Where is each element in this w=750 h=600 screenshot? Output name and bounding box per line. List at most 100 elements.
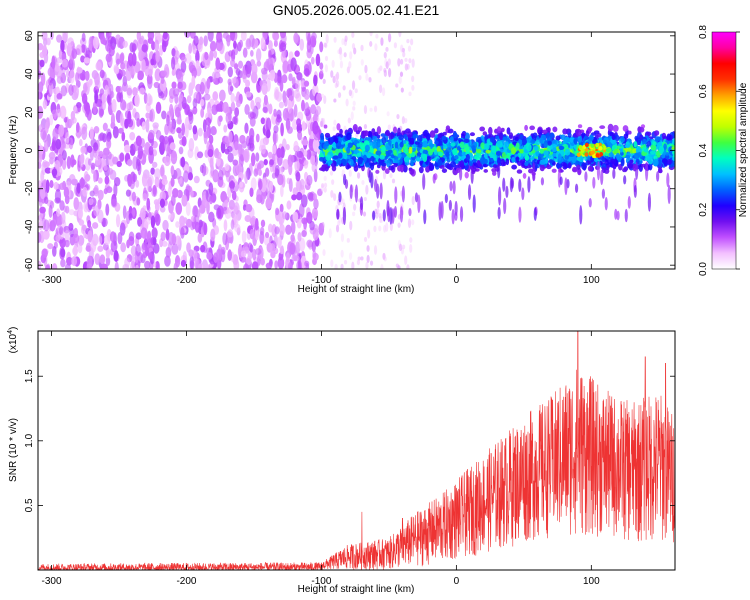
spectrogram-cell	[80, 177, 85, 189]
spectrogram-cell	[408, 58, 412, 64]
spectrogram-cell	[77, 243, 83, 254]
spectrogram-cell	[393, 149, 397, 156]
spectrogram-cell	[610, 158, 617, 164]
spectrogram-cell	[347, 134, 352, 139]
spectrogram-cell	[450, 161, 456, 168]
spectrogram-cell	[363, 124, 368, 130]
spectrogram-cell	[230, 49, 236, 62]
spectrogram-cell	[48, 151, 56, 160]
spectrogram-cell	[93, 125, 100, 134]
spectrogram-cell	[211, 71, 217, 83]
spectrogram-cell	[198, 219, 203, 228]
spectrogram-cell	[666, 172, 670, 188]
spectrogram-cell	[176, 70, 184, 85]
spectrogram-cell	[348, 169, 352, 177]
spectrogram-cell	[296, 218, 302, 229]
spectrogram-cell	[46, 263, 51, 269]
spectrogram-cell	[92, 222, 99, 229]
spectrogram-cell	[228, 131, 233, 144]
spectrogram-cell	[293, 255, 300, 262]
spectrogram-cell	[73, 227, 79, 238]
spectrogram-cell	[306, 149, 312, 160]
spectrogram-cell	[342, 85, 346, 91]
spectrogram-cell	[443, 144, 448, 150]
spectrogram-cell	[195, 259, 202, 269]
spectrogram-cell	[274, 226, 280, 235]
spectrogram-cell	[567, 162, 572, 169]
spectrogram-cell	[268, 50, 272, 60]
spectrogram-cell	[77, 105, 82, 113]
spectrogram-cell	[652, 141, 657, 146]
spectrogram-cell	[138, 37, 144, 45]
spectrogram-cell	[102, 122, 108, 132]
spectrogram-cell	[247, 111, 255, 120]
spectrogram-cell	[120, 99, 127, 111]
spectrogram-cell	[180, 156, 186, 168]
spectrogram-cell	[390, 138, 397, 144]
spectrogram-cell	[387, 124, 391, 130]
spectrogram-cell	[450, 156, 455, 162]
spectrogram-cell	[444, 193, 448, 204]
spectrogram-cell	[387, 58, 391, 66]
spectrogram-cell	[370, 147, 374, 154]
colorbar-tick-label: 0.2	[698, 202, 709, 216]
spectrogram-cell	[51, 168, 58, 177]
spectrogram-cell	[247, 142, 252, 151]
spectrogram-cell	[99, 108, 105, 117]
spectrogram-cell	[556, 162, 563, 169]
spectrogram-cell	[374, 43, 378, 51]
spectrogram-cell	[145, 119, 150, 133]
spectrogram-cell	[275, 91, 283, 102]
spectrogram-cell	[338, 191, 342, 203]
spectrogram-cell	[218, 89, 226, 102]
spectrogram-cell	[340, 249, 344, 258]
spectrogram-cell	[577, 169, 582, 174]
spectrogram-cell	[343, 173, 347, 186]
spectrogram-cell	[148, 109, 154, 122]
spectrogram-cell	[409, 243, 413, 253]
spectrogram-cell	[218, 169, 224, 181]
spectrogram-cell	[524, 124, 528, 131]
spectrogram-cell	[203, 222, 208, 236]
spectrogram-cell	[519, 134, 524, 140]
spectrogram-cell	[559, 176, 563, 186]
spectrogram-cell	[511, 156, 516, 163]
spectrogram-cell	[99, 69, 105, 79]
spectrogram-cell	[403, 134, 408, 139]
spectrogram-cell	[262, 106, 268, 113]
spectrogram-cell	[298, 203, 305, 218]
spectrogram-cell	[141, 173, 148, 187]
spectrogram-cell	[105, 203, 110, 216]
spectrogram-cell	[572, 166, 578, 172]
spectrogram-cell	[336, 208, 340, 220]
spectrogram-cell	[259, 226, 265, 236]
spectrogram-cell	[469, 132, 476, 137]
spectrogram-cell	[433, 149, 438, 156]
spectrogram-cell	[442, 131, 447, 136]
spectrogram-cell	[224, 199, 229, 207]
spectrogram-cell	[254, 227, 260, 241]
spectrogram-cell	[239, 39, 244, 48]
spectrogram-cell	[407, 218, 412, 229]
spectrogram-cell	[436, 145, 441, 152]
spectrogram-cell	[335, 224, 340, 233]
spectrogram-cell	[352, 106, 356, 111]
spectrogram-cell	[409, 237, 413, 243]
spectrogram-cell	[412, 134, 419, 139]
spectrogram-cell	[310, 155, 316, 165]
spectrogram-cell	[268, 103, 273, 115]
spectrogram-cell	[213, 50, 218, 59]
spectrogram-cell	[62, 149, 67, 161]
spectrogram-cell	[406, 38, 410, 44]
spectrogram-cell	[372, 210, 376, 221]
spectrogram-cell	[39, 206, 46, 214]
spectrogram-cell	[533, 207, 537, 221]
spectrogram-cell	[167, 135, 174, 143]
spectrogram-cell	[365, 73, 369, 81]
spectrogram-cell	[112, 156, 119, 165]
spectrogram-cell	[140, 227, 148, 239]
spectrogram-cell	[452, 148, 458, 156]
spectrogram-cell	[181, 56, 187, 63]
spectrogram-cell	[368, 169, 372, 183]
spectrogram-cell	[125, 189, 132, 197]
